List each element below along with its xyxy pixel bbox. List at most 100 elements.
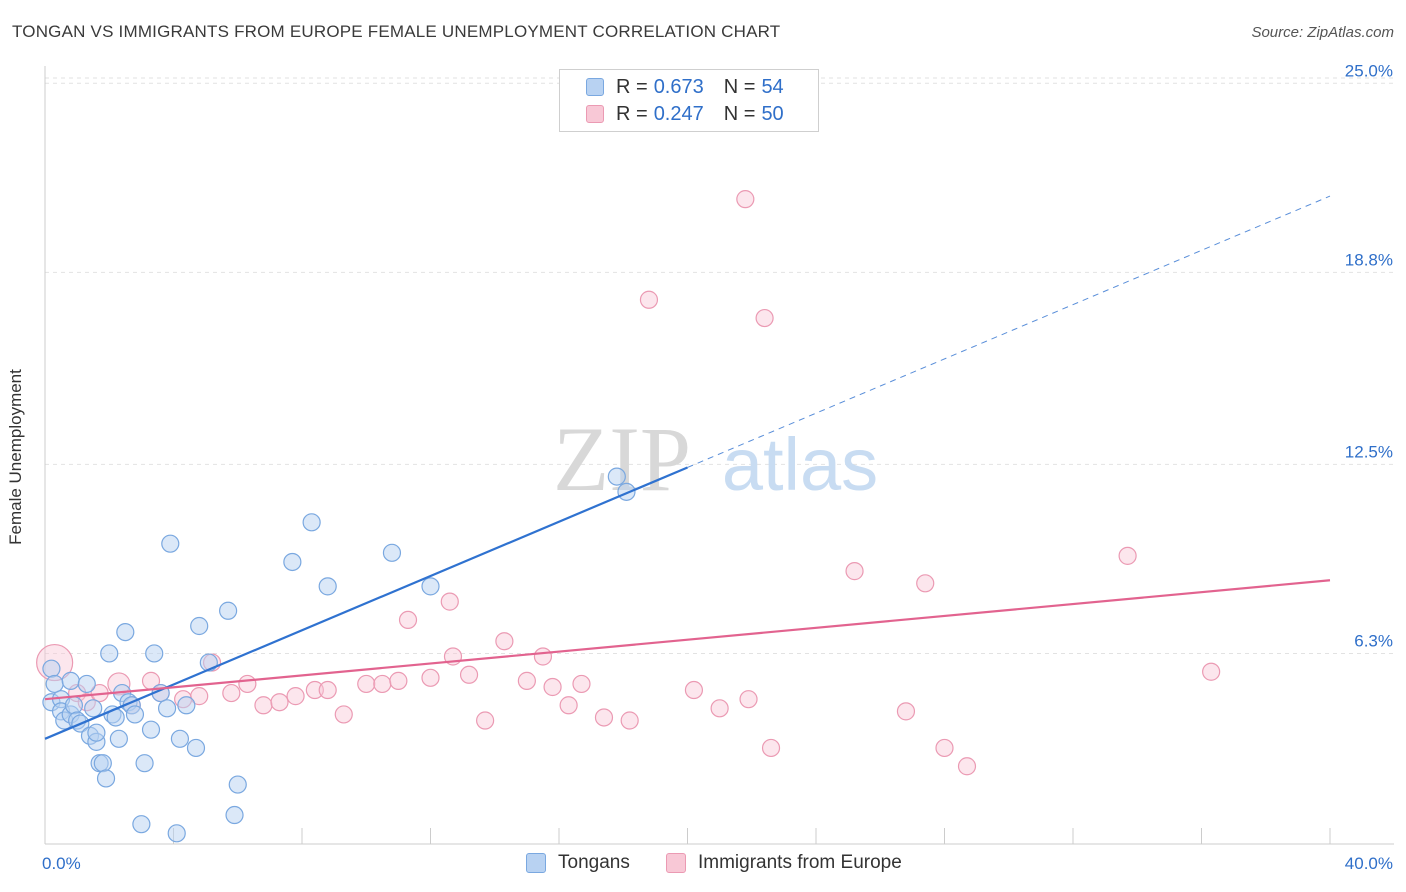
data-point-immigrants <box>459 665 479 684</box>
data-point-immigrants <box>222 683 241 703</box>
watermark-atlas: atlas <box>722 423 878 506</box>
data-point-immigrants <box>495 632 514 651</box>
data-point-tongans <box>84 699 103 718</box>
legend-r-label: R = <box>616 75 648 98</box>
data-point-tongans <box>93 754 112 773</box>
data-point-tongans <box>96 769 116 788</box>
legend-r-value: 0.673 <box>653 75 704 98</box>
trend-lines <box>44 195 1331 740</box>
data-point-tongans <box>157 699 177 718</box>
data-point-immigrants <box>286 687 305 706</box>
axes <box>44 66 1394 845</box>
data-point-tongans <box>186 738 206 758</box>
grid-lines <box>45 77 1394 654</box>
data-point-immigrants <box>896 702 916 721</box>
legend-n-value: 50 <box>761 102 784 125</box>
legend-n-label: N = <box>723 102 756 125</box>
data-point-tongans <box>283 552 302 572</box>
data-point-immigrants <box>476 711 495 730</box>
y-tick-label: 12.5% <box>1345 442 1393 461</box>
y-tick-label: 18.8% <box>1345 250 1393 269</box>
y-axis-label: Female Unemployment <box>6 369 25 545</box>
legend-row-immigrants: R = 0.247 N = 50 <box>586 102 784 126</box>
data-point-immigrants <box>1118 546 1137 565</box>
legend-swatch-immigrants <box>666 853 686 873</box>
data-point-tongans <box>109 729 128 748</box>
data-point-immigrants <box>572 674 591 694</box>
chart-title: TONGAN VS IMMIGRANTS FROM EUROPE FEMALE … <box>12 22 781 41</box>
data-point-immigrants <box>305 680 324 700</box>
data-point-tongans <box>145 644 164 663</box>
legend-r-value: 0.247 <box>653 102 704 125</box>
y-tick-label: 25.0% <box>1345 61 1393 80</box>
legend-item-immigrants: Immigrants from Europe <box>666 852 902 874</box>
data-point-immigrants <box>639 290 659 309</box>
data-point-immigrants <box>334 705 353 724</box>
data-point-tongans <box>219 601 238 620</box>
data-point-immigrants <box>373 674 392 694</box>
data-point-immigrants <box>389 671 408 690</box>
data-point-immigrants <box>270 693 289 712</box>
trend-line-tongans <box>44 466 688 740</box>
data-point-immigrants <box>559 696 578 715</box>
data-point-tongans <box>421 577 440 596</box>
data-point-immigrants <box>398 610 418 630</box>
data-point-tongans <box>42 659 61 678</box>
legend-label-immigrants: Immigrants from Europe <box>698 852 902 873</box>
trend-line-immigrants <box>44 579 1331 701</box>
data-point-immigrants <box>845 562 864 581</box>
data-point-immigrants <box>684 680 704 700</box>
data-point-tongans <box>61 671 80 690</box>
data-point-immigrants <box>594 708 614 727</box>
legend-label-tongans: Tongans <box>558 852 630 873</box>
data-point-tongans <box>141 720 161 739</box>
data-point-tongans <box>228 775 247 794</box>
data-point-immigrants <box>957 757 977 776</box>
data-point-immigrants <box>421 668 440 687</box>
legend-n-label: N = <box>723 75 756 98</box>
legend-r-label: R = <box>616 102 648 125</box>
data-point-tongans <box>607 467 626 486</box>
legend-item-tongans: Tongans <box>526 852 630 874</box>
tick-labels: 6.3% 12.5% 18.8% 25.0% 0.0% 40.0% <box>42 61 1393 873</box>
data-point-tongans <box>190 616 209 636</box>
x-tick-label: 0.0% <box>42 854 81 873</box>
data-point-immigrants <box>318 680 337 700</box>
data-point-tongans <box>318 577 337 596</box>
x-tick-label: 40.0% <box>1345 854 1393 873</box>
data-point-immigrants <box>935 738 954 758</box>
trend-line-tongans-extended <box>687 195 1331 468</box>
data-point-tongans <box>135 754 154 773</box>
legend-n-value: 54 <box>761 75 784 98</box>
data-point-immigrants <box>1202 662 1221 681</box>
data-point-tongans <box>45 674 64 694</box>
data-point-immigrants <box>736 190 755 209</box>
watermark: ZIP atlas <box>553 408 878 510</box>
data-point-immigrants <box>254 696 273 715</box>
data-point-immigrants <box>916 574 935 593</box>
series-legend: Tongans Immigrants from Europe <box>0 852 1406 878</box>
legend-row-tongans: R = 0.673 N = 54 <box>586 75 784 99</box>
correlation-legend: R = 0.673 N = 54 R = 0.247 N = 50 <box>559 69 819 132</box>
data-point-immigrants <box>440 592 459 611</box>
data-point-immigrants <box>620 711 639 730</box>
data-point-tongans <box>170 729 190 748</box>
data-point-tongans <box>225 805 244 825</box>
data-point-immigrants <box>517 671 536 690</box>
data-point-tongans <box>77 674 96 694</box>
data-point-tongans <box>116 622 135 642</box>
source-label: Source: ZipAtlas.com <box>1251 24 1394 41</box>
data-point-tongans <box>125 705 145 724</box>
data-point-immigrants <box>357 674 376 694</box>
data-point-immigrants <box>755 308 774 328</box>
data-point-tongans <box>382 543 402 562</box>
y-tick-label: 6.3% <box>1354 631 1393 650</box>
data-point-immigrants <box>761 738 781 758</box>
data-point-tongans <box>132 815 151 834</box>
data-point-tongans <box>177 696 196 715</box>
data-point-immigrants <box>533 647 553 666</box>
data-point-tongans <box>100 644 119 663</box>
data-point-tongans <box>161 534 180 553</box>
data-point-tongans <box>302 513 321 532</box>
